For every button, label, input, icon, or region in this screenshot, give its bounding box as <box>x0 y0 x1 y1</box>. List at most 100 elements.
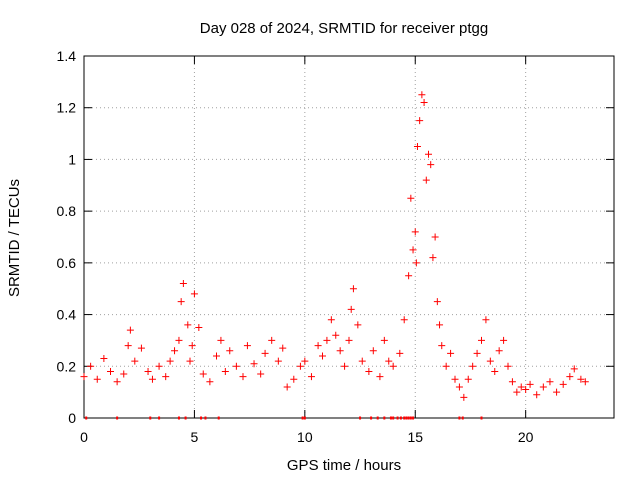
data-point <box>380 336 388 344</box>
data-point <box>491 367 499 375</box>
data-point <box>221 367 229 375</box>
data-point <box>369 347 377 355</box>
data-point <box>413 143 421 150</box>
data-point <box>148 375 156 383</box>
data-point <box>473 349 481 357</box>
data-point <box>100 355 108 363</box>
data-point <box>354 321 362 329</box>
data-point <box>131 357 139 365</box>
y-axis-label: SRMTID / TECUs <box>6 179 23 297</box>
data-point <box>508 378 516 386</box>
x-axis-label: GPS time / hours <box>287 457 401 474</box>
data-point <box>190 290 198 298</box>
data-point <box>412 259 420 267</box>
y-tick-label: 0.8 <box>57 203 77 219</box>
data-point <box>539 383 547 391</box>
data-point <box>80 373 88 381</box>
data-point <box>341 362 349 370</box>
data-point <box>376 373 384 381</box>
data-point <box>290 375 298 383</box>
data-point <box>451 375 459 383</box>
data-point <box>124 342 132 350</box>
data-point <box>113 378 121 386</box>
x-tick-label: 5 <box>191 429 199 445</box>
data-point <box>175 336 183 344</box>
data-point <box>581 378 589 386</box>
data-point <box>405 272 413 280</box>
data-point <box>433 298 441 306</box>
data-point <box>570 365 578 373</box>
data-point <box>504 362 512 370</box>
x-tick-label: 10 <box>297 429 313 445</box>
data-point <box>436 321 444 329</box>
data-point <box>442 362 450 370</box>
data-point <box>365 367 373 375</box>
data-point <box>184 321 192 329</box>
x-tick-label: 20 <box>518 429 534 445</box>
data-point <box>155 362 163 370</box>
data-point <box>553 388 561 396</box>
data-point <box>186 357 194 365</box>
data-point <box>347 305 355 313</box>
data-point <box>469 362 477 370</box>
data-point <box>464 375 472 383</box>
data-point <box>396 349 404 357</box>
data-point <box>495 347 503 355</box>
data-point <box>296 362 304 370</box>
y-tick-label: 0.6 <box>57 255 77 271</box>
data-point <box>179 280 187 288</box>
axis-ticks: 0 0.2 0.4 0.6 0.8 1 1.2 1.4 0 5 10 15 20 <box>57 48 614 445</box>
data-point <box>526 380 534 388</box>
data-point <box>546 378 554 386</box>
data-point <box>409 246 417 254</box>
data-point <box>327 316 335 324</box>
data-point <box>385 357 393 365</box>
data-point <box>323 336 331 344</box>
data-point <box>268 336 276 344</box>
data-point <box>87 362 95 370</box>
data-point <box>232 362 240 370</box>
data-point <box>166 357 174 365</box>
data-point <box>577 375 585 383</box>
data-point <box>416 117 424 125</box>
data-point <box>358 357 366 365</box>
grid-lines <box>84 56 614 418</box>
data-point <box>314 342 322 350</box>
data-point <box>171 347 179 355</box>
data-point <box>144 367 152 375</box>
data-point <box>427 161 435 169</box>
data-point <box>332 331 340 339</box>
data-point <box>500 336 508 344</box>
data-point <box>319 352 326 360</box>
y-tick-label: 0.4 <box>57 307 77 323</box>
data-point <box>407 194 415 202</box>
data-point <box>533 391 541 399</box>
data-point <box>279 344 287 352</box>
data-point <box>283 383 291 391</box>
data-point <box>513 388 521 396</box>
data-point <box>517 383 525 391</box>
data-point <box>447 349 455 357</box>
data-point <box>460 393 468 401</box>
x-tick-label: 15 <box>407 429 423 445</box>
y-tick-label: 1.2 <box>57 100 77 116</box>
data-point <box>257 370 265 378</box>
data-point <box>107 367 114 375</box>
data-point <box>261 349 269 357</box>
y-tick-label: 1.4 <box>57 48 77 64</box>
data-point <box>239 373 247 381</box>
data-point <box>425 150 432 158</box>
data-point <box>438 342 446 350</box>
data-point <box>478 336 485 344</box>
data-point <box>429 254 437 262</box>
y-tick-label: 0.2 <box>57 358 77 374</box>
data-point <box>422 176 430 184</box>
data-point <box>177 298 185 306</box>
data-point <box>199 370 207 378</box>
data-point <box>274 357 282 365</box>
x-tick-label: 0 <box>80 429 88 445</box>
data-point <box>217 336 225 344</box>
data-point <box>411 228 419 236</box>
data-point <box>400 316 408 324</box>
